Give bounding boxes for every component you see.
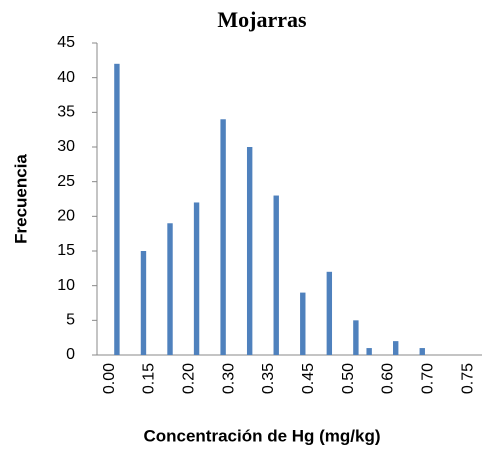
y-tick-label: 5 xyxy=(66,312,75,329)
bar xyxy=(220,119,226,356)
bar xyxy=(167,223,173,355)
bar xyxy=(300,292,306,355)
bar xyxy=(326,271,333,355)
x-tick-label: 0.70 xyxy=(419,363,436,394)
x-tick-label: 0.35 xyxy=(260,363,277,394)
y-axis-title: Frecuencia xyxy=(11,154,30,244)
bar xyxy=(366,348,372,355)
bar xyxy=(193,202,200,355)
bar xyxy=(353,320,359,355)
x-tick-label: 0.00 xyxy=(101,363,118,394)
x-tick-label: 0.60 xyxy=(380,363,397,394)
x-tick-label: 0.50 xyxy=(340,363,357,394)
bar xyxy=(393,341,399,355)
bar xyxy=(273,195,279,355)
bar xyxy=(140,251,147,355)
bar xyxy=(419,348,425,355)
x-axis-title: Concentración de Hg (mg/kg) xyxy=(143,426,380,445)
y-tick-label: 30 xyxy=(57,138,75,155)
x-tick-label: 0.15 xyxy=(141,363,158,394)
y-tick-label: 15 xyxy=(57,242,75,259)
y-tick-label: 40 xyxy=(57,69,75,86)
bar xyxy=(114,63,120,356)
y-tick-label: 10 xyxy=(57,277,75,294)
x-tick-label: 0.45 xyxy=(300,363,317,394)
y-tick-label: 0 xyxy=(66,346,75,363)
x-tick-label: 0.30 xyxy=(220,363,237,394)
bar xyxy=(246,147,253,355)
chart-title: Mojarras xyxy=(217,7,307,32)
y-tick-label: 35 xyxy=(57,104,75,121)
x-tick-label: 0.20 xyxy=(181,363,198,394)
y-tick-label: 25 xyxy=(57,173,75,190)
y-tick-label: 45 xyxy=(57,34,75,51)
x-tick-label: 0.75 xyxy=(459,363,476,394)
y-tick-label: 20 xyxy=(57,208,75,225)
